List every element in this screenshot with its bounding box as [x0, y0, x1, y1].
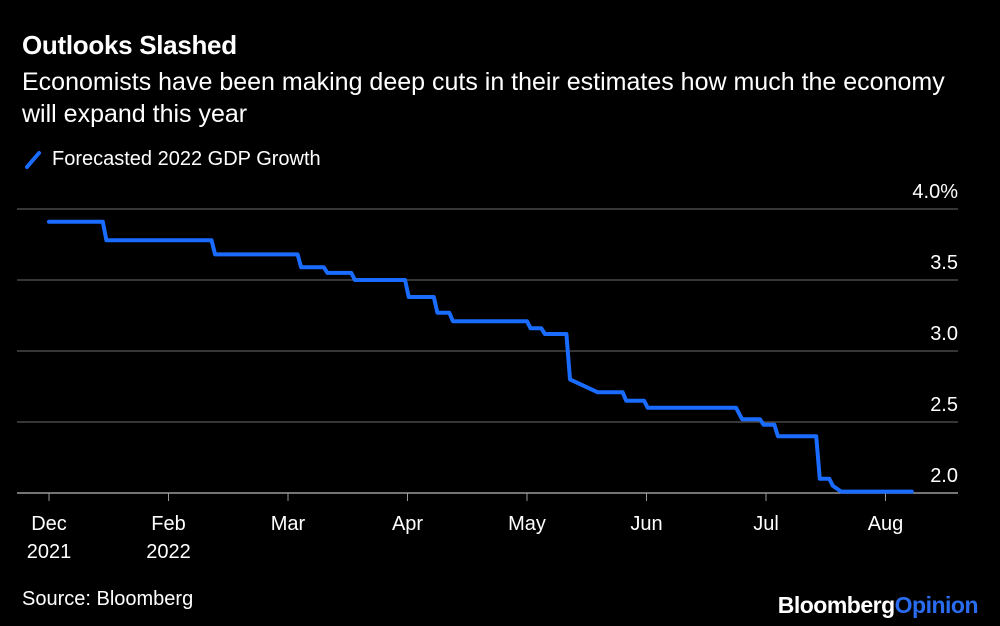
x-tick-label-1-0: Feb: [151, 513, 185, 535]
y-axis-labels: 4.0% 3.5 3.0 2.5 2.0: [912, 181, 958, 487]
legend: Forecasted 2022 GDP Growth: [22, 146, 321, 172]
x-tick-label-1-1: 2022: [146, 541, 191, 563]
y-tick-label-3: 2.5: [930, 394, 958, 416]
x-tick-label-3-0: Apr: [392, 513, 423, 535]
y-tick-label-2: 3.0: [930, 323, 958, 345]
x-tick-label-2-0: Mar: [271, 513, 306, 535]
x-tick-label-6-0: Jul: [753, 513, 779, 535]
y-tick-label-4: 2.0: [930, 465, 958, 487]
x-tick-label-0-1: 2021: [27, 541, 72, 563]
chart-subtitle: Economists have been making deep cuts in…: [22, 68, 945, 128]
x-axis-ticks: Dec 2021 Feb 2022 Mar Apr May Jun Jul Aug: [27, 493, 904, 563]
legend-label: Forecasted 2022 GDP Growth: [52, 147, 321, 170]
brand-part-2: Opinion: [894, 592, 979, 618]
legend-line-icon: [25, 151, 41, 169]
y-tick-label-0: 4.0%: [912, 181, 958, 203]
brand-part-1: Bloomberg: [777, 592, 895, 618]
chart-title: Outlooks Slashed: [22, 30, 237, 60]
series-layer: [47, 219, 914, 494]
brand-logo: BloombergOpinion: [777, 592, 979, 619]
x-tick-label-7-0: Aug: [868, 513, 904, 535]
y-tick-label-1: 3.5: [930, 252, 958, 274]
x-tick-label-4-0: May: [508, 513, 546, 535]
source-note: Source: Bloomberg: [22, 588, 194, 610]
grid-lines: [17, 208, 958, 494]
series-line-0: [47, 219, 914, 494]
x-tick-label-0-0: Dec: [31, 513, 67, 535]
x-tick-label-5-0: Jun: [630, 513, 662, 535]
